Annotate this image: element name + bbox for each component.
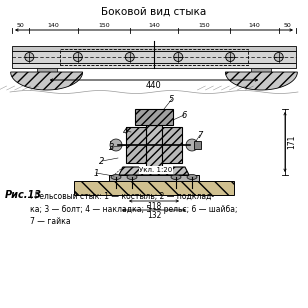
Text: 5: 5 (169, 95, 175, 103)
Text: Укл. 1:20: Укл. 1:20 (140, 167, 172, 173)
Bar (109, 175, 199, 181)
Text: 3: 3 (109, 143, 115, 152)
Bar (162, 127, 182, 163)
Text: Боковой вид стыка: Боковой вид стыка (101, 7, 207, 17)
Bar (12, 63, 296, 68)
Polygon shape (119, 167, 189, 175)
Text: 2: 2 (99, 156, 105, 165)
Circle shape (226, 52, 235, 62)
Text: 132: 132 (147, 211, 161, 220)
Ellipse shape (171, 175, 181, 180)
Text: 140: 140 (148, 23, 160, 28)
Bar (60, 49, 248, 65)
Text: 140: 140 (249, 23, 260, 28)
Circle shape (25, 52, 34, 62)
Text: 1: 1 (93, 168, 99, 177)
Bar (12, 46, 296, 51)
Text: 118: 118 (147, 202, 161, 211)
Circle shape (174, 52, 183, 62)
Text: Рис.13: Рис.13 (5, 190, 42, 200)
Circle shape (110, 139, 122, 151)
Text: 150: 150 (198, 23, 210, 28)
Text: 140: 140 (48, 23, 59, 28)
Ellipse shape (187, 175, 197, 180)
Polygon shape (11, 72, 83, 90)
Text: 150: 150 (98, 23, 110, 28)
FancyBboxPatch shape (194, 141, 201, 149)
Bar (74, 181, 234, 195)
Bar (12, 51, 296, 63)
Ellipse shape (111, 175, 121, 180)
Circle shape (73, 52, 82, 62)
Bar (251, 68, 271, 72)
Text: 4: 4 (123, 127, 129, 136)
Text: . Рельсовый стык: 1 — костыль; 2 — подклад-
ка; 3 — болт; 4 — накладка; 5 — рель: . Рельсовый стык: 1 — костыль; 2 — подкл… (30, 192, 237, 226)
Polygon shape (225, 72, 297, 90)
FancyBboxPatch shape (110, 141, 118, 149)
Ellipse shape (127, 175, 137, 180)
Circle shape (125, 52, 134, 62)
Bar (37, 68, 57, 72)
Circle shape (274, 52, 283, 62)
Text: 171: 171 (287, 135, 296, 149)
Bar (126, 127, 146, 163)
Bar (146, 125, 162, 167)
Text: 7: 7 (197, 131, 203, 140)
Text: 6: 6 (181, 111, 187, 120)
Circle shape (186, 139, 198, 151)
Bar (135, 109, 173, 125)
Text: 50: 50 (283, 23, 291, 28)
Text: 50: 50 (17, 23, 25, 28)
Text: 440: 440 (146, 82, 162, 91)
